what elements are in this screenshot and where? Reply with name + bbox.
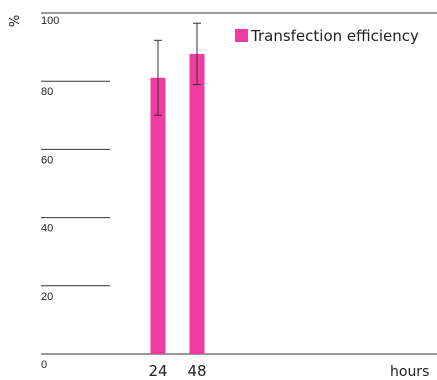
bars [150, 53, 205, 355]
y-tick-label-40: 40 [41, 223, 53, 235]
y-tick-label-80: 80 [41, 86, 53, 98]
legend-label: Transfection efficiency [250, 27, 419, 45]
x-tick-label-48: 48 [187, 362, 206, 380]
y-tick-label-100: 100 [41, 15, 59, 27]
x-tick-labels: 24 48 [148, 362, 206, 380]
bar-48 [189, 53, 205, 355]
legend-swatch [235, 29, 248, 42]
x-tick-label-24: 24 [148, 362, 167, 380]
gridlines [41, 12, 437, 355]
y-tick-label-60: 60 [41, 154, 53, 166]
legend: Transfection efficiency [235, 27, 419, 45]
y-tick-labels: 0 20 40 60 80 100 [41, 15, 59, 371]
y-axis-unit: % [8, 15, 23, 27]
error-bars [154, 22, 201, 116]
y-tick-label-20: 20 [41, 291, 53, 303]
y-tick-label-0: 0 [41, 359, 47, 371]
x-axis-title: hours [390, 364, 429, 380]
bar-24 [150, 77, 166, 354]
